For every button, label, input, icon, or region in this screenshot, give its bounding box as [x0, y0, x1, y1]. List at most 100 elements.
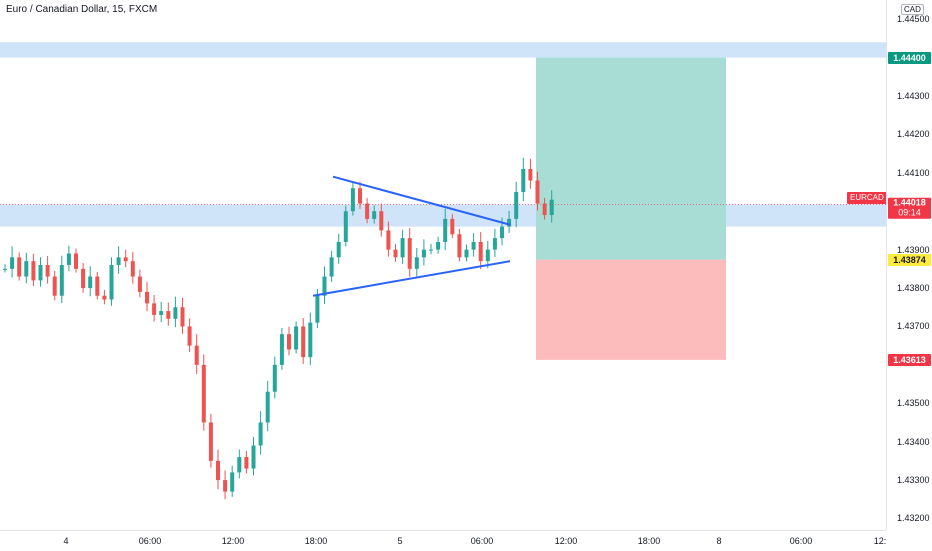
price-tick-label: 1.44300	[897, 91, 930, 101]
candle-body	[173, 307, 178, 319]
take-profit-zone	[536, 57, 726, 260]
candle-body	[187, 326, 192, 346]
upper-trendline	[332, 175, 511, 226]
time-tick-label: 06:00	[138, 536, 162, 546]
candle-body	[244, 457, 249, 469]
time-tick-label: 06:00	[789, 536, 813, 546]
candle-body	[393, 249, 398, 258]
candle-body	[180, 307, 185, 327]
candle-body	[102, 295, 107, 300]
candle-body	[74, 253, 78, 269]
candle-body	[315, 295, 320, 323]
time-tick-label: 4	[63, 536, 69, 546]
price-tick-label: 1.44200	[897, 129, 930, 140]
chart-title: Euro / Canadian Dollar, 15, FXCM	[6, 4, 158, 15]
price-tick-label: 1.43900	[897, 244, 930, 255]
candle-body	[471, 241, 476, 250]
candle-body	[301, 326, 306, 358]
candle-body	[329, 257, 334, 277]
candle-body	[450, 218, 455, 235]
candle-body	[38, 265, 43, 281]
candle-body	[130, 261, 135, 277]
candle-body	[3, 268, 7, 270]
candle-body	[201, 364, 206, 423]
current-price-tag: 1.44018 09:14	[888, 198, 931, 220]
time-tick-label: 12:	[873, 536, 887, 546]
candle-body	[350, 188, 355, 212]
candle-body	[123, 257, 128, 262]
candle-body	[521, 168, 526, 193]
candle-body	[400, 238, 405, 258]
candle-body	[407, 238, 412, 269]
candle-body	[145, 291, 149, 304]
candle-body	[208, 422, 213, 461]
currency-label[interactable]: CAD	[901, 4, 924, 15]
candle-body	[95, 276, 100, 296]
candle-body	[10, 257, 15, 269]
candle-body	[237, 457, 242, 473]
candle-body	[59, 265, 64, 296]
price-tick-label: 1.43700	[897, 321, 930, 332]
candle-body	[116, 257, 121, 265]
time-tick-label: 18:00	[304, 536, 328, 546]
current-price-value: 1.44018	[893, 198, 926, 209]
time-tick-label: 12:00	[554, 536, 578, 546]
time-tick-label: 18:00	[637, 536, 661, 546]
stop-loss-zone	[536, 259, 726, 360]
candle-body	[414, 257, 419, 269]
candle-body	[230, 472, 235, 492]
candle-body	[287, 334, 291, 350]
resistance-zone	[0, 42, 886, 58]
candle-body	[81, 268, 86, 289]
chart-area[interactable]	[0, 0, 886, 530]
candle-body	[279, 334, 284, 365]
candle-body	[549, 199, 554, 216]
price-tick-label: 1.44500	[897, 14, 930, 25]
candle-body	[507, 218, 512, 227]
bar-countdown: 09:14	[898, 208, 921, 219]
time-axis[interactable]: 4 06:00 12:00 18:00 5 06:00 12:00 18:00 8 06:00 12…	[0, 530, 886, 551]
candle-body	[17, 257, 22, 277]
candle-body	[66, 253, 71, 265]
price-tick-label: 1.43500	[897, 398, 930, 409]
candle-body	[272, 364, 277, 392]
candle-body	[294, 326, 299, 350]
target-price-tag: 1.44400	[888, 51, 931, 64]
candle-body	[429, 249, 433, 251]
price-tick-label: 1.43300	[897, 475, 930, 486]
support-zone	[0, 204, 886, 227]
price-chart-svg[interactable]	[0, 0, 886, 530]
candle-body	[194, 345, 199, 365]
candle-body	[421, 249, 426, 258]
candle-body	[343, 211, 348, 242]
candle-body	[535, 180, 540, 204]
price-tick-label: 1.43800	[897, 283, 930, 294]
candle-body	[336, 241, 341, 258]
candle-body	[485, 249, 490, 262]
candle-body	[514, 192, 519, 219]
candle-body	[88, 276, 93, 289]
candle-body	[478, 241, 483, 262]
candle-body	[379, 211, 384, 231]
candle-body	[308, 322, 313, 358]
price-tick-label: 1.44100	[897, 167, 930, 178]
time-tick-label: 5	[397, 536, 403, 546]
candle-body	[24, 261, 29, 277]
candle-body	[159, 311, 164, 315]
entry-price-tag: 1.43874	[888, 253, 931, 266]
candle-body	[528, 168, 533, 181]
candle-body	[443, 218, 448, 242]
lower-trendline	[312, 260, 511, 297]
candle-body	[223, 480, 228, 492]
price-axis[interactable]: CAD 1.44500 1.44300 1.44200 1.44100 1.43900 1…	[886, 0, 932, 530]
candle-body	[52, 276, 57, 296]
candle-body	[258, 422, 263, 446]
candle-body	[500, 226, 504, 239]
candle-body	[45, 265, 50, 277]
time-tick-label: 12:00	[221, 536, 245, 546]
candle-body	[436, 241, 441, 250]
candle-body	[457, 234, 462, 258]
candle-body	[542, 203, 547, 216]
candle-body	[372, 211, 377, 219]
candle-body	[166, 311, 171, 319]
